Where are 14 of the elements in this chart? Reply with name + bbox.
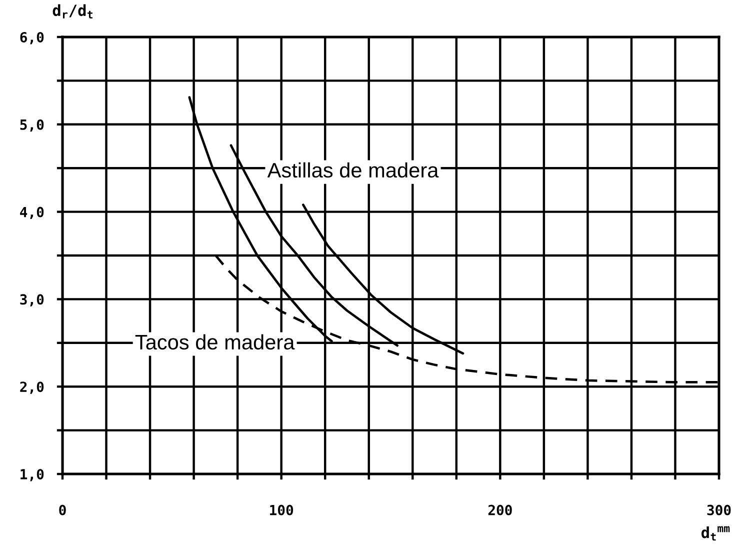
x-tick-label: 0	[59, 504, 66, 516]
y-axis-title: d$_{r}$/d$_{t}$	[52, 4, 92, 18]
annotation: Tacos de madera	[135, 334, 295, 350]
y-tick-label: 6,0	[20, 32, 44, 44]
x-tick-label: 300	[707, 504, 731, 516]
y-tick-label: 1,0	[20, 468, 44, 482]
y-tick-label: 4,0	[20, 206, 44, 220]
y-tick-label: 5,0	[20, 119, 44, 132]
x-axis-title: d$_{t}$$^{mm}$	[701, 526, 730, 541]
x-tick-label: 200	[488, 504, 512, 516]
y-tick-label: 3,0	[20, 294, 44, 306]
annotation: Astillas de madera	[267, 162, 439, 178]
y-tick-label: 2,0	[20, 382, 44, 394]
x-tick-label: 100	[270, 504, 294, 516]
